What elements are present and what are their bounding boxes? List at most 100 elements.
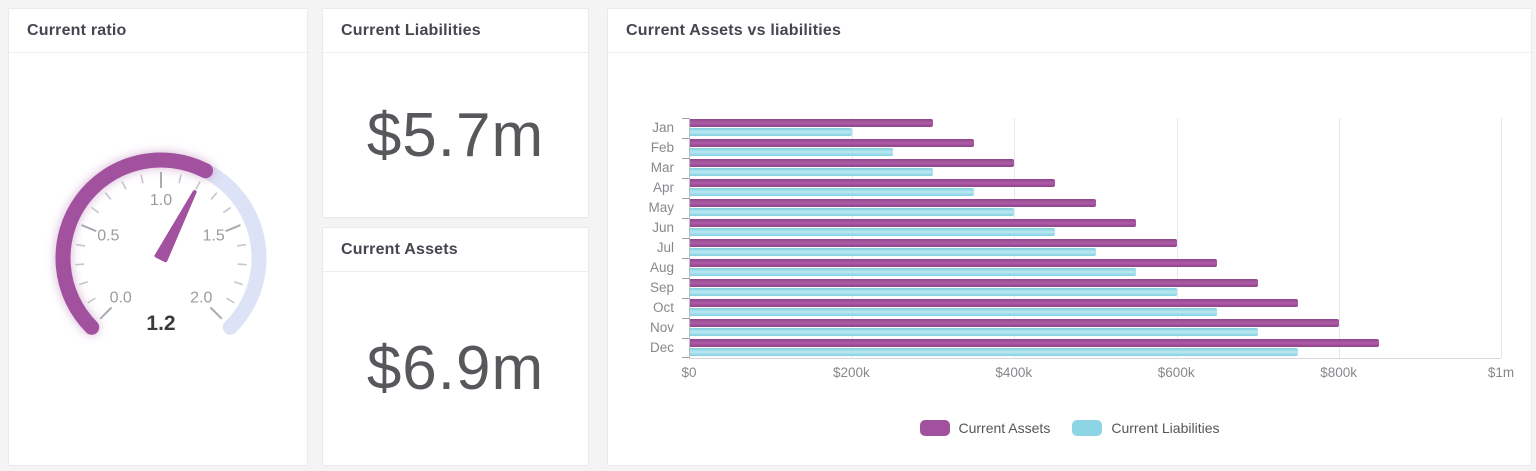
bar-current-assets-jun: [690, 219, 1137, 227]
chart-category-tick: [682, 258, 689, 259]
gauge-minor-tick: [233, 281, 244, 286]
chart-bar-group-jan: [682, 118, 1501, 138]
gauge-scale-label: 0.0: [110, 290, 132, 307]
chart-category-label: Jul: [656, 240, 674, 255]
chart-category-label: Apr: [652, 180, 674, 195]
gauge-minor-tick: [236, 243, 247, 247]
chart-x-axis-tick-label: $200k: [832, 365, 870, 380]
gauge-scale-label: 0.5: [97, 227, 119, 244]
chart-category-label: Sep: [649, 280, 674, 295]
chart-x-axis-tick-label: $0: [681, 365, 697, 380]
chart-x-axis-tick-label: $1m: [1487, 365, 1515, 380]
current-ratio-gauge: 0.0 0.5 1.0 1.5 2.0 1.2: [55, 152, 267, 335]
chart-category-tick: [682, 318, 689, 319]
chart-category-label: Oct: [652, 300, 674, 315]
bar-current-liabilities-mar: [690, 168, 934, 176]
bar-current-assets-apr: [690, 179, 1055, 187]
assets-vs-liabilities-card: Current Assets vs liabilities Jan Feb Mar A…: [607, 8, 1532, 466]
bar-current-assets-dec: [690, 339, 1380, 347]
gauge-minor-tick: [78, 281, 89, 286]
current-ratio-card-title: Current ratio: [9, 9, 307, 53]
gauge-minor-tick: [75, 243, 86, 247]
chart-category-tick: [682, 158, 689, 159]
bar-current-assets-mar: [690, 159, 1015, 167]
chart-category-tick: [682, 138, 689, 139]
current-liabilities-value: $5.7m: [366, 100, 545, 170]
current-liabilities-card: Current Liabilities $5.7m: [322, 8, 589, 218]
chart-category-tick: [682, 298, 689, 299]
chart-bar-group-jun: [682, 218, 1501, 238]
current-assets-card: Current Assets $6.9m: [322, 227, 589, 466]
bar-current-liabilities-oct: [690, 308, 1218, 316]
chart-bar-group-dec: [682, 338, 1501, 358]
gauge-scale-label: 1.0: [150, 192, 172, 209]
chart-category-tick: [682, 178, 689, 179]
chart-category-tick: [682, 238, 689, 239]
bar-current-liabilities-jun: [690, 228, 1055, 236]
bar-current-assets-oct: [690, 299, 1299, 307]
gauge-minor-tick: [195, 181, 201, 190]
chart-bar-group-mar: [682, 158, 1501, 178]
gauge-major-tick: [225, 224, 241, 233]
bar-current-assets-jan: [690, 119, 934, 127]
chart-bar-group-nov: [682, 318, 1501, 338]
chart-legend: Current Assets Current Liabilities: [608, 420, 1531, 436]
chart-bar-group-feb: [682, 138, 1501, 158]
bar-current-liabilities-sep: [690, 288, 1177, 296]
gauge-minor-tick: [222, 206, 232, 214]
chart-gridline: [1501, 118, 1502, 358]
bar-current-liabilities-feb: [690, 148, 893, 156]
chart-bar-group-oct: [682, 298, 1501, 318]
legend-label: Current Liabilities: [1111, 420, 1220, 436]
chart-category-label: Jun: [652, 220, 674, 235]
bar-current-liabilities-aug: [690, 268, 1137, 276]
chart-gridline: [1014, 118, 1016, 358]
chart-gridline: [1338, 118, 1340, 358]
chart-category-label: Aug: [649, 260, 674, 275]
bar-current-assets-nov: [690, 319, 1339, 327]
chart-x-axis-line: [689, 358, 1501, 359]
chart-category-tick: [682, 198, 689, 199]
current-assets-value: $6.9m: [366, 334, 545, 403]
chart-x-axis-tick-label: $800k: [1320, 365, 1357, 380]
bar-current-liabilities-may: [690, 208, 1015, 216]
chart-category-label: Mar: [650, 160, 674, 175]
chart-bar-group-may: [682, 198, 1501, 218]
chart-category-label: Feb: [650, 140, 674, 155]
legend-label: Current Assets: [958, 420, 1051, 436]
chart-category-tick: [682, 118, 689, 119]
gauge-minor-tick: [226, 297, 235, 304]
gauge-value-label: 1.2: [146, 312, 175, 335]
gauge-scale-label: 1.5: [203, 227, 225, 244]
bar-current-assets-sep: [690, 279, 1258, 287]
assets-vs-liabilities-card-title: Current Assets vs liabilities: [608, 9, 1531, 53]
bar-current-assets-jul: [690, 239, 1177, 247]
chart-bar-group-jul: [682, 238, 1501, 258]
chart-category-label: Jan: [652, 120, 674, 135]
gauge-needle: [154, 190, 197, 263]
chart-category-label: May: [648, 200, 674, 215]
bar-current-assets-may: [690, 199, 1096, 207]
chart-gridline: [852, 118, 854, 358]
chart-bar-group-apr: [682, 178, 1501, 198]
gauge-minor-tick: [121, 181, 127, 190]
chart-category-tick: [682, 338, 689, 339]
chart-x-axis-tick-label: $400k: [995, 365, 1033, 380]
chart-category-tick: [682, 218, 689, 219]
gauge-minor-tick: [178, 174, 182, 184]
gauge-major-tick: [99, 306, 113, 320]
chart-bar-group-aug: [682, 258, 1501, 278]
legend-item-current-liabilities: Current Liabilities: [1072, 420, 1220, 436]
current-assets-card-title: Current Assets: [323, 228, 588, 272]
chart-category-label: Dec: [649, 340, 674, 355]
bar-current-assets-feb: [690, 139, 974, 147]
bar-current-assets-aug: [690, 259, 1218, 267]
current-liabilities-card-title: Current Liabilities: [323, 9, 588, 53]
gauge-major-tick: [209, 306, 223, 320]
gauge-minor-tick: [75, 263, 85, 266]
gauge-minor-tick: [140, 174, 144, 184]
chart-bar-group-sep: [682, 278, 1501, 298]
chart-gridline: [1176, 118, 1178, 358]
chart-category-label: Nov: [649, 320, 674, 335]
gauge-value-arc: [55, 152, 213, 335]
